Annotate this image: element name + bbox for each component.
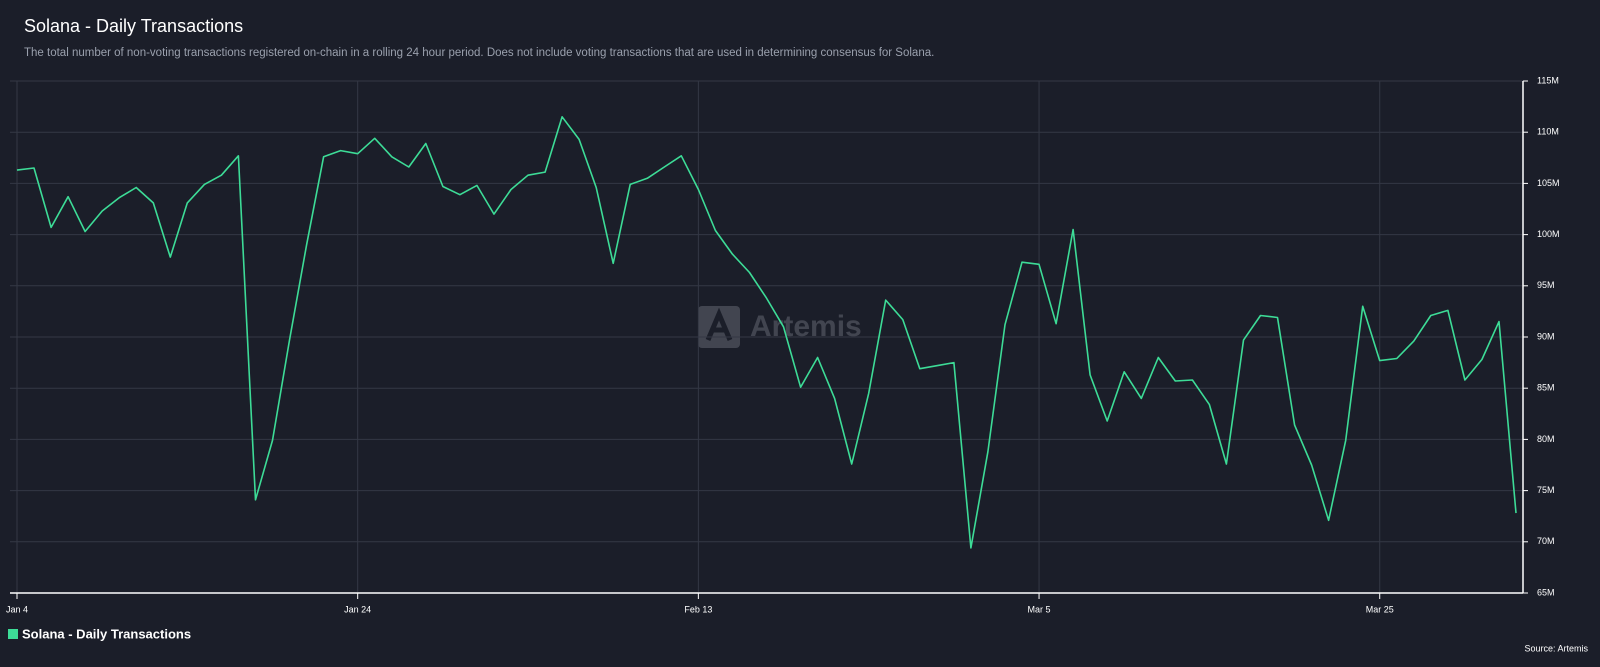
watermark-logo-mark [705, 307, 733, 341]
source: Source: Artemis [1524, 643, 1588, 653]
watermark-text: Artemis [750, 310, 862, 343]
y-tick-label: 95M [1537, 280, 1555, 290]
legend-label: Solana - Daily Transactions [22, 626, 191, 641]
y-tick-label: 85M [1537, 383, 1555, 393]
y-tick-label: 75M [1537, 485, 1555, 495]
y-tick-label: 80M [1537, 434, 1555, 444]
chart-subtitle: The total number of non-voting transacti… [24, 47, 934, 59]
watermark: Artemis [698, 306, 862, 348]
y-tick-label: 110M [1537, 127, 1559, 137]
x-tick-label: Jan 24 [344, 604, 371, 614]
y-tick-label: 70M [1537, 536, 1555, 546]
y-tick-label: 105M [1537, 178, 1560, 188]
x-tick-label: Mar 25 [1366, 604, 1394, 614]
y-tick-label: 90M [1537, 331, 1555, 341]
x-tick-label: Jan 4 [6, 604, 28, 614]
y-tick-label: 115M [1537, 75, 1559, 85]
x-tick-label: Mar 5 [1028, 604, 1051, 614]
legend-swatch [8, 629, 18, 639]
chart-title: Solana - Daily Transactions [24, 16, 243, 36]
y-tick-label: 65M [1537, 587, 1555, 597]
series-line [16, 116, 1517, 549]
x-tick-label: Feb 13 [684, 604, 712, 614]
y-tick-label: 100M [1537, 229, 1560, 239]
